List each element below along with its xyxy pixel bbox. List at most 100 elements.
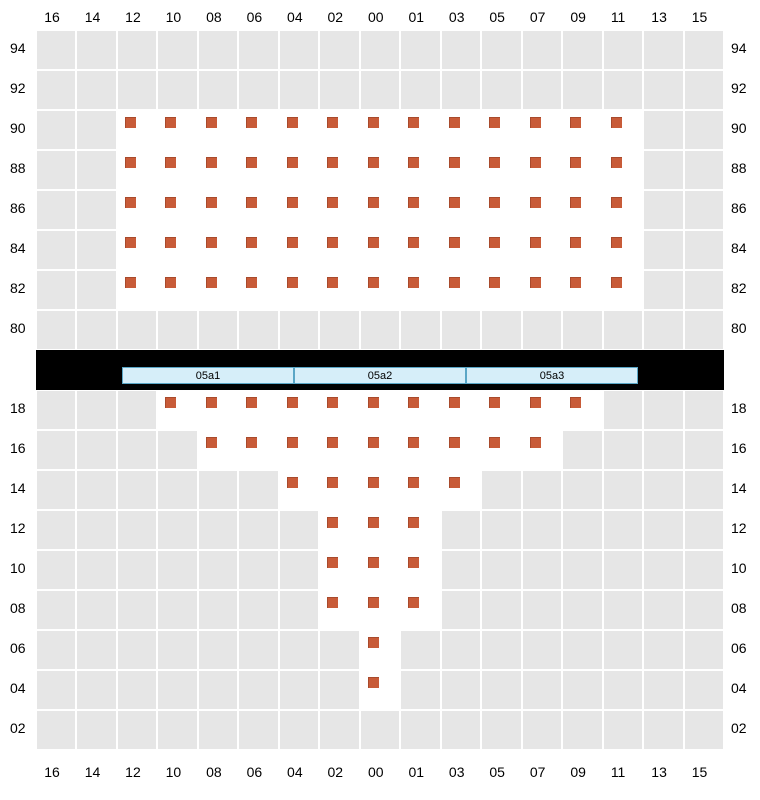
- seat-cell[interactable]: [563, 391, 601, 429]
- seat-cell[interactable]: [361, 631, 399, 669]
- seat-cell[interactable]: [442, 271, 480, 309]
- seat-cell[interactable]: [604, 111, 642, 149]
- screen-box[interactable]: 05a2: [294, 367, 466, 384]
- seat-cell[interactable]: [239, 391, 277, 429]
- seat-cell[interactable]: [320, 551, 358, 589]
- seat-cell[interactable]: [320, 271, 358, 309]
- seat-cell[interactable]: [199, 271, 237, 309]
- seat-cell[interactable]: [401, 591, 439, 629]
- seat-cell[interactable]: [239, 231, 277, 269]
- seat-cell[interactable]: [401, 231, 439, 269]
- seat-cell[interactable]: [401, 431, 439, 469]
- seat-cell[interactable]: [320, 511, 358, 549]
- seat-cell[interactable]: [280, 471, 318, 509]
- seat-cell[interactable]: [199, 111, 237, 149]
- seat-cell[interactable]: [523, 151, 561, 189]
- seat-cell[interactable]: [401, 111, 439, 149]
- seat-cell[interactable]: [320, 231, 358, 269]
- seat-cell[interactable]: [523, 391, 561, 429]
- seat-cell[interactable]: [280, 391, 318, 429]
- seat-cell[interactable]: [361, 191, 399, 229]
- seat-cell[interactable]: [604, 271, 642, 309]
- seat-cell[interactable]: [523, 231, 561, 269]
- seat-cell[interactable]: [401, 471, 439, 509]
- seat-cell[interactable]: [280, 191, 318, 229]
- seat-cell[interactable]: [482, 151, 520, 189]
- seat-cell[interactable]: [361, 391, 399, 429]
- screen-box[interactable]: 05a3: [466, 367, 638, 384]
- seat-cell[interactable]: [158, 271, 196, 309]
- seat-cell[interactable]: [401, 551, 439, 589]
- seat-cell[interactable]: [442, 231, 480, 269]
- seat-cell[interactable]: [361, 591, 399, 629]
- seat-cell[interactable]: [401, 511, 439, 549]
- seat-cell[interactable]: [158, 151, 196, 189]
- seat-cell[interactable]: [563, 151, 601, 189]
- seat-cell[interactable]: [442, 471, 480, 509]
- seat-cell[interactable]: [523, 431, 561, 469]
- seat-cell[interactable]: [401, 391, 439, 429]
- seat-cell[interactable]: [361, 431, 399, 469]
- seat-cell[interactable]: [118, 111, 156, 149]
- seat-cell[interactable]: [442, 391, 480, 429]
- seat-cell[interactable]: [482, 111, 520, 149]
- seat-cell[interactable]: [118, 151, 156, 189]
- seat-cell[interactable]: [239, 431, 277, 469]
- seat-cell[interactable]: [361, 271, 399, 309]
- seat-cell[interactable]: [401, 191, 439, 229]
- seat-cell[interactable]: [320, 151, 358, 189]
- seat-cell[interactable]: [482, 191, 520, 229]
- seat-cell[interactable]: [239, 191, 277, 229]
- seat-cell[interactable]: [361, 671, 399, 709]
- seat-cell[interactable]: [280, 431, 318, 469]
- seat-cell[interactable]: [158, 191, 196, 229]
- seat-cell[interactable]: [523, 191, 561, 229]
- seat-cell[interactable]: [482, 431, 520, 469]
- seat-cell[interactable]: [442, 191, 480, 229]
- seat-cell[interactable]: [158, 111, 196, 149]
- seat-cell[interactable]: [320, 591, 358, 629]
- seat-cell[interactable]: [401, 151, 439, 189]
- seat-cell[interactable]: [442, 431, 480, 469]
- seat-cell[interactable]: [604, 151, 642, 189]
- seat-cell[interactable]: [482, 231, 520, 269]
- seat-cell[interactable]: [361, 151, 399, 189]
- seat-cell[interactable]: [361, 511, 399, 549]
- seat-cell[interactable]: [280, 231, 318, 269]
- seat-cell[interactable]: [199, 431, 237, 469]
- seat-cell[interactable]: [118, 191, 156, 229]
- screen-box[interactable]: 05a1: [122, 367, 294, 384]
- seat-cell[interactable]: [361, 471, 399, 509]
- seat-cell[interactable]: [523, 111, 561, 149]
- seat-cell[interactable]: [320, 431, 358, 469]
- seat-cell[interactable]: [158, 391, 196, 429]
- seat-cell[interactable]: [482, 391, 520, 429]
- seat-cell[interactable]: [320, 471, 358, 509]
- seat-cell[interactable]: [442, 111, 480, 149]
- seat-cell[interactable]: [320, 111, 358, 149]
- seat-cell[interactable]: [239, 111, 277, 149]
- seat-cell[interactable]: [563, 111, 601, 149]
- seat-cell[interactable]: [280, 271, 318, 309]
- seat-cell[interactable]: [482, 271, 520, 309]
- seat-cell[interactable]: [563, 271, 601, 309]
- seat-cell[interactable]: [199, 151, 237, 189]
- seat-cell[interactable]: [604, 231, 642, 269]
- seat-cell[interactable]: [523, 271, 561, 309]
- seat-cell[interactable]: [239, 151, 277, 189]
- seat-cell[interactable]: [604, 191, 642, 229]
- seat-cell[interactable]: [199, 191, 237, 229]
- seat-cell[interactable]: [118, 271, 156, 309]
- seat-cell[interactable]: [118, 231, 156, 269]
- seat-cell[interactable]: [361, 551, 399, 589]
- seat-cell[interactable]: [280, 151, 318, 189]
- seat-cell[interactable]: [361, 231, 399, 269]
- seat-cell[interactable]: [442, 151, 480, 189]
- seat-cell[interactable]: [401, 271, 439, 309]
- seat-cell[interactable]: [199, 391, 237, 429]
- seat-cell[interactable]: [280, 111, 318, 149]
- seat-cell[interactable]: [320, 391, 358, 429]
- seat-cell[interactable]: [239, 271, 277, 309]
- seat-cell[interactable]: [158, 231, 196, 269]
- seat-cell[interactable]: [361, 111, 399, 149]
